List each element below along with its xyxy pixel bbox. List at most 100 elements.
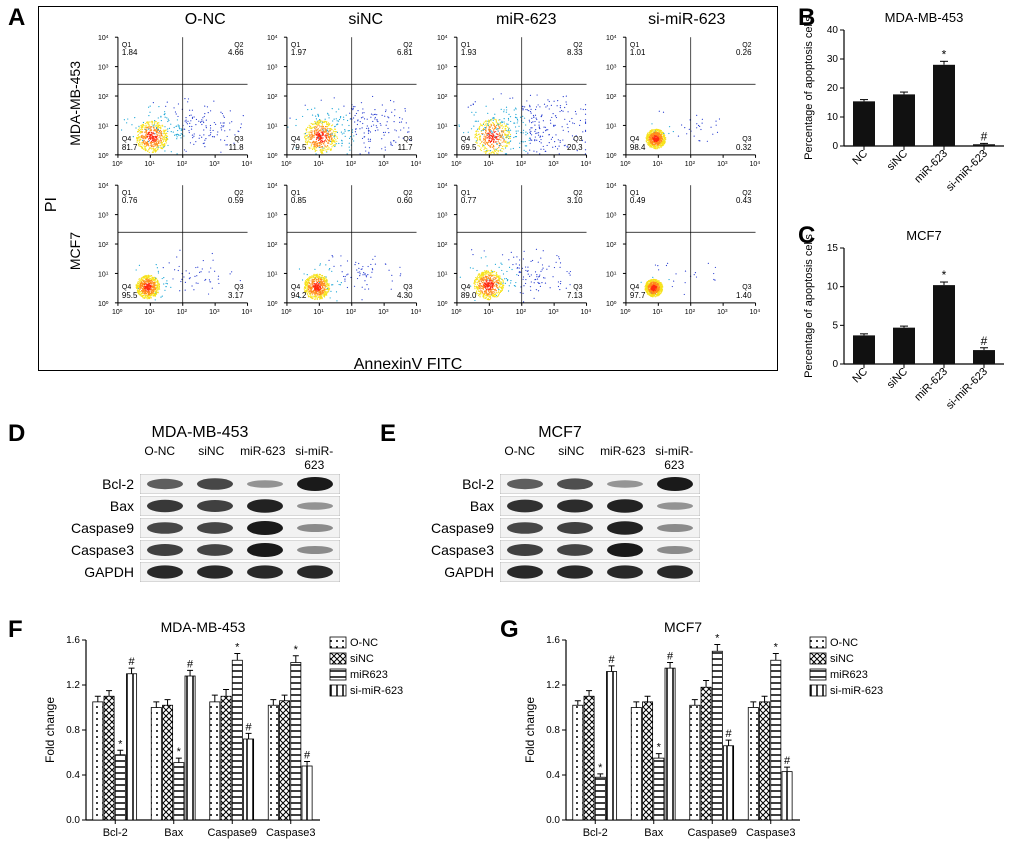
svg-text:0.76: 0.76 xyxy=(122,196,138,205)
wb-protein-label: Bax xyxy=(60,498,140,514)
wb-protein-label: GAPDH xyxy=(420,564,500,580)
panel-a-flow-cytometry: O-NCsiNCmiR-623si-miR-623 PI MDA-MB-4531… xyxy=(38,6,778,371)
panel-c-bar-chart: MCF7Percentage of apoptosis cells051015N… xyxy=(800,228,1010,418)
svg-text:104: 104 xyxy=(581,159,592,168)
wb-protein-label: Caspase3 xyxy=(60,542,140,558)
svg-text:103: 103 xyxy=(379,159,390,168)
svg-text:8.33: 8.33 xyxy=(567,48,583,57)
svg-text:101: 101 xyxy=(144,159,155,168)
svg-text:103: 103 xyxy=(548,159,559,168)
flow-plot: 100100101101102102103103104104Q10.77Q23.… xyxy=(433,179,593,323)
wb-row: Caspase3 xyxy=(420,540,700,560)
svg-text:103: 103 xyxy=(98,211,109,220)
svg-text:103: 103 xyxy=(98,63,109,72)
svg-text:104: 104 xyxy=(98,182,109,191)
svg-text:Q3: Q3 xyxy=(234,284,243,291)
svg-text:100: 100 xyxy=(437,151,448,160)
svg-text:Q3: Q3 xyxy=(743,136,752,143)
svg-text:103: 103 xyxy=(267,63,278,72)
flow-col-header: O-NC xyxy=(125,11,286,29)
panel-label-e: E xyxy=(380,420,396,448)
svg-text:Q3: Q3 xyxy=(404,284,413,291)
svg-text:101: 101 xyxy=(314,159,325,168)
svg-text:Q3: Q3 xyxy=(404,136,413,143)
svg-text:Q4: Q4 xyxy=(122,136,131,143)
flow-row-label: MDA-MB-453 xyxy=(67,61,89,146)
svg-text:104: 104 xyxy=(267,182,278,191)
svg-text:101: 101 xyxy=(483,159,494,168)
flow-plot: 100100101101102102103103104104Q11.93Q28.… xyxy=(433,31,593,175)
wb-protein-label: GAPDH xyxy=(60,564,140,580)
wb-col-headers: O-NCsiNCmiR-623si-miR-623 xyxy=(134,444,340,472)
svg-text:103: 103 xyxy=(209,159,220,168)
svg-text:104: 104 xyxy=(98,34,109,43)
svg-text:0.59: 0.59 xyxy=(228,196,244,205)
flow-plot: 100100101101102102103103104104Q11.97Q26.… xyxy=(263,31,423,175)
wb-row: GAPDH xyxy=(420,562,700,582)
svg-text:Q3: Q3 xyxy=(573,136,582,143)
svg-text:104: 104 xyxy=(241,159,252,168)
svg-text:100: 100 xyxy=(267,299,278,308)
svg-text:102: 102 xyxy=(437,93,448,102)
svg-text:101: 101 xyxy=(144,307,155,316)
svg-text:101: 101 xyxy=(267,270,278,279)
svg-text:102: 102 xyxy=(177,307,188,316)
flow-plot: 100100101101102102103103104104Q10.85Q20.… xyxy=(263,179,423,323)
svg-text:Q4: Q4 xyxy=(461,136,470,143)
svg-text:Q4: Q4 xyxy=(291,284,300,291)
svg-text:1.84: 1.84 xyxy=(122,48,138,57)
flow-col-header: si-miR-623 xyxy=(607,11,768,29)
flow-col-header: siNC xyxy=(286,11,447,29)
svg-text:1.01: 1.01 xyxy=(630,48,646,57)
svg-text:Q4: Q4 xyxy=(630,136,639,143)
svg-text:103: 103 xyxy=(437,63,448,72)
svg-text:100: 100 xyxy=(112,307,123,316)
svg-text:104: 104 xyxy=(750,159,761,168)
flow-plot: 100100101101102102103103104104Q11.84Q24.… xyxy=(94,31,254,175)
panel-a-xaxis: AnnexinV FITC xyxy=(354,356,462,374)
wb-protein-label: Caspase9 xyxy=(420,520,500,536)
svg-text:102: 102 xyxy=(606,93,617,102)
panel-e-western-blot: MCF7 O-NCsiNCmiR-623si-miR-623Bcl-2 Bax Cas… xyxy=(420,424,700,584)
svg-text:20.3: 20.3 xyxy=(567,143,583,152)
flow-row-label: MCF7 xyxy=(67,232,89,270)
svg-text:104: 104 xyxy=(241,307,252,316)
svg-text:102: 102 xyxy=(685,159,696,168)
svg-text:104: 104 xyxy=(411,307,422,316)
wb-protein-label: Bax xyxy=(420,498,500,514)
wb-row: Caspase9 xyxy=(420,518,700,538)
wb-protein-label: Caspase9 xyxy=(60,520,140,536)
svg-text:102: 102 xyxy=(267,93,278,102)
svg-text:102: 102 xyxy=(98,93,109,102)
wb-row: Bax xyxy=(420,496,700,516)
svg-text:79.5: 79.5 xyxy=(291,143,307,152)
svg-text:1.97: 1.97 xyxy=(291,48,307,57)
wb-row: GAPDH xyxy=(60,562,340,582)
svg-text:4.30: 4.30 xyxy=(397,291,413,300)
svg-text:103: 103 xyxy=(209,307,220,316)
wb-row: Bcl-2 xyxy=(420,474,700,494)
wb-row: Bcl-2 xyxy=(60,474,340,494)
wb-row: Caspase3 xyxy=(60,540,340,560)
panel-label-g: G xyxy=(500,616,519,644)
svg-text:104: 104 xyxy=(411,159,422,168)
svg-text:1.93: 1.93 xyxy=(461,48,477,57)
svg-text:11.7: 11.7 xyxy=(398,143,413,152)
panel-a-yaxis: PI xyxy=(43,197,61,212)
wb-row: Caspase9 xyxy=(60,518,340,538)
flow-plot: 100100101101102102103103104104Q10.76Q20.… xyxy=(94,179,254,323)
wb-protein-label: Bcl-2 xyxy=(60,476,140,492)
wb-col-headers: O-NCsiNCmiR-623si-miR-623 xyxy=(494,444,700,472)
svg-text:3.17: 3.17 xyxy=(228,291,244,300)
svg-text:104: 104 xyxy=(437,34,448,43)
panel-b-bar-chart: MDA-MB-453Percentage of apoptosis cells0… xyxy=(800,10,1010,200)
svg-text:100: 100 xyxy=(281,159,292,168)
wb-title: MCF7 xyxy=(420,424,700,442)
svg-text:100: 100 xyxy=(98,151,109,160)
svg-text:102: 102 xyxy=(346,159,357,168)
svg-text:101: 101 xyxy=(437,122,448,131)
svg-text:101: 101 xyxy=(653,159,664,168)
svg-text:0.60: 0.60 xyxy=(397,196,413,205)
panel-d-western-blot: MDA-MB-453O-NCsiNCmiR-623si-miR-623Bcl-2… xyxy=(60,424,340,584)
svg-text:100: 100 xyxy=(620,159,631,168)
